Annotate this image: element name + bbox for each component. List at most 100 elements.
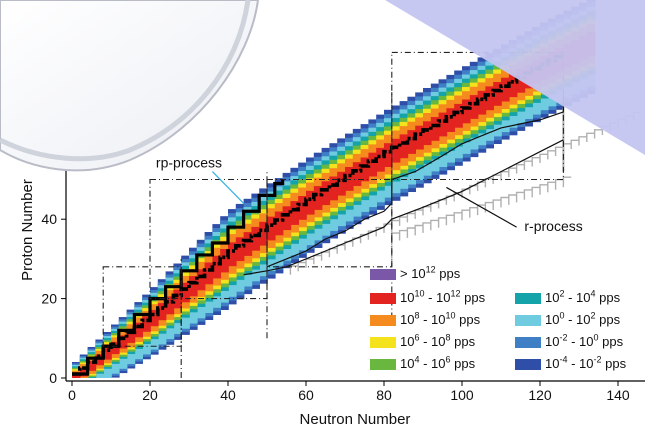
- corner-decoration-panel: [385, 0, 645, 155]
- heatmap-cell: [79, 367, 89, 377]
- heatmap-cell: [415, 125, 424, 150]
- legend-label: 108 - 1010 pps: [400, 311, 481, 328]
- legend-label: 102 - 104 pps: [545, 289, 621, 306]
- legend-swatch: [370, 269, 396, 281]
- x-tick-label: 140: [606, 387, 630, 403]
- legend-swatch: [370, 337, 396, 349]
- legend-item: 104 - 106 pps: [370, 352, 476, 372]
- heatmap-cell: [150, 309, 159, 327]
- legend-item: 10-4 - 10-2 pps: [515, 352, 627, 372]
- heatmap-cell: [430, 117, 440, 141]
- legend-item: 108 - 1010 pps: [370, 308, 481, 328]
- heatmap-cell: [462, 99, 471, 124]
- legend-item: 10-2 - 100 pps: [515, 330, 623, 349]
- y-tick-label: 20: [41, 291, 57, 307]
- legend-label: 1010 - 1012 pps: [400, 289, 486, 306]
- legend-item: 100 - 102 pps: [515, 308, 620, 327]
- rp-process-pointer: [211, 171, 245, 204]
- legend-label: 104 - 106 pps: [400, 355, 476, 372]
- legend-swatch: [370, 359, 396, 371]
- x-tick-label: 80: [376, 387, 392, 403]
- corner-lens-decoration: [0, 0, 260, 172]
- heatmap-cell: [103, 348, 112, 360]
- heatmap-cell: [196, 269, 206, 291]
- legend-swatch: [515, 337, 541, 349]
- heatmap-cell: [204, 262, 214, 285]
- heatmap-cell: [306, 190, 315, 215]
- heatmap-cell: [267, 216, 276, 241]
- heatmap-cell: [368, 152, 377, 177]
- legend-swatch: [515, 293, 541, 305]
- heatmap-cell: [134, 322, 143, 338]
- heatmap-cell: [189, 276, 198, 297]
- overlays: [0, 0, 645, 172]
- heatmap-cell: [407, 130, 416, 154]
- heatmap-cell: [126, 329, 136, 343]
- x-tick-label: 20: [142, 387, 158, 403]
- heatmap-cell: [228, 242, 237, 267]
- heatmap-cell: [251, 226, 260, 251]
- heatmap-cell: [181, 282, 190, 303]
- heatmap-cell: [118, 335, 128, 349]
- magic-number-box: [391, 51, 564, 181]
- heatmap-cell: [360, 157, 370, 182]
- heatmap-cell: [165, 296, 175, 315]
- x-tick-label: 100: [450, 387, 474, 403]
- heatmap-cell: [313, 186, 323, 210]
- legend-swatch: [370, 315, 396, 327]
- heatmap-cell: [469, 95, 479, 119]
- heatmap-cell: [87, 360, 97, 371]
- heatmap-cell: [282, 206, 292, 231]
- r-process-label: r-process: [524, 218, 582, 234]
- magic-number-box: [149, 178, 268, 300]
- heatmap-cell: [329, 176, 338, 201]
- y-tick-label: 0: [49, 370, 57, 386]
- heatmap-cell: [157, 303, 167, 321]
- heatmap-cell: [337, 171, 346, 196]
- heatmap-cell: [438, 112, 448, 137]
- heatmap-cell: [142, 316, 151, 332]
- heatmap-cell: [485, 86, 494, 111]
- legend-label: 10-4 - 10-2 pps: [545, 355, 627, 372]
- legend-swatch: [370, 293, 396, 305]
- x-tick-label: 120: [528, 387, 552, 403]
- magic-number-box: [266, 178, 393, 268]
- heatmap-cell: [423, 121, 432, 146]
- r-process-lower-path: [243, 139, 564, 276]
- heatmap-cell: [220, 249, 229, 273]
- heatmap-cell: [454, 103, 463, 128]
- heatmap-cell: [493, 82, 502, 106]
- r-process-path: [266, 92, 565, 268]
- legend-item: 106 - 108 pps: [370, 330, 476, 350]
- stability-valley-line: [72, 54, 564, 376]
- heatmap-cell: [259, 221, 268, 246]
- magic-number-box: [102, 266, 182, 347]
- x-tick-label: 0: [68, 387, 76, 403]
- heatmap-cell: [501, 77, 510, 102]
- rp-process-label: rp-process: [156, 155, 222, 171]
- heatmap-cell: [212, 255, 221, 279]
- heatmap-cell: [345, 167, 354, 191]
- heatmap-cell: [477, 90, 487, 115]
- legend-label: 106 - 108 pps: [400, 333, 476, 350]
- r-process-pointer: [446, 186, 517, 228]
- heatmap-cell: [384, 143, 393, 167]
- x-axis-label: Neutron Number: [300, 411, 411, 428]
- heatmap-cell: [290, 201, 299, 225]
- x-tick-label: 60: [298, 387, 314, 403]
- legend-item: > 1012 pps: [370, 262, 460, 281]
- heatmap-cell: [399, 134, 409, 159]
- legend-swatch: [515, 359, 541, 371]
- legend-swatch: [515, 315, 541, 327]
- y-axis-label: Proton Number: [19, 179, 36, 281]
- heatmap-cell: [321, 181, 331, 206]
- heatmap-cell: [95, 354, 104, 366]
- heatmap-cell: [446, 108, 455, 132]
- heatmap-cell: [274, 211, 284, 236]
- y-tick-label: 40: [41, 211, 57, 227]
- legend-item: 102 - 104 pps: [515, 286, 621, 306]
- corner-lens-rim: [0, 0, 251, 162]
- heatmap-cell: [376, 147, 385, 172]
- heatmap-cell: [352, 162, 362, 186]
- heatmap-cell: [243, 232, 253, 256]
